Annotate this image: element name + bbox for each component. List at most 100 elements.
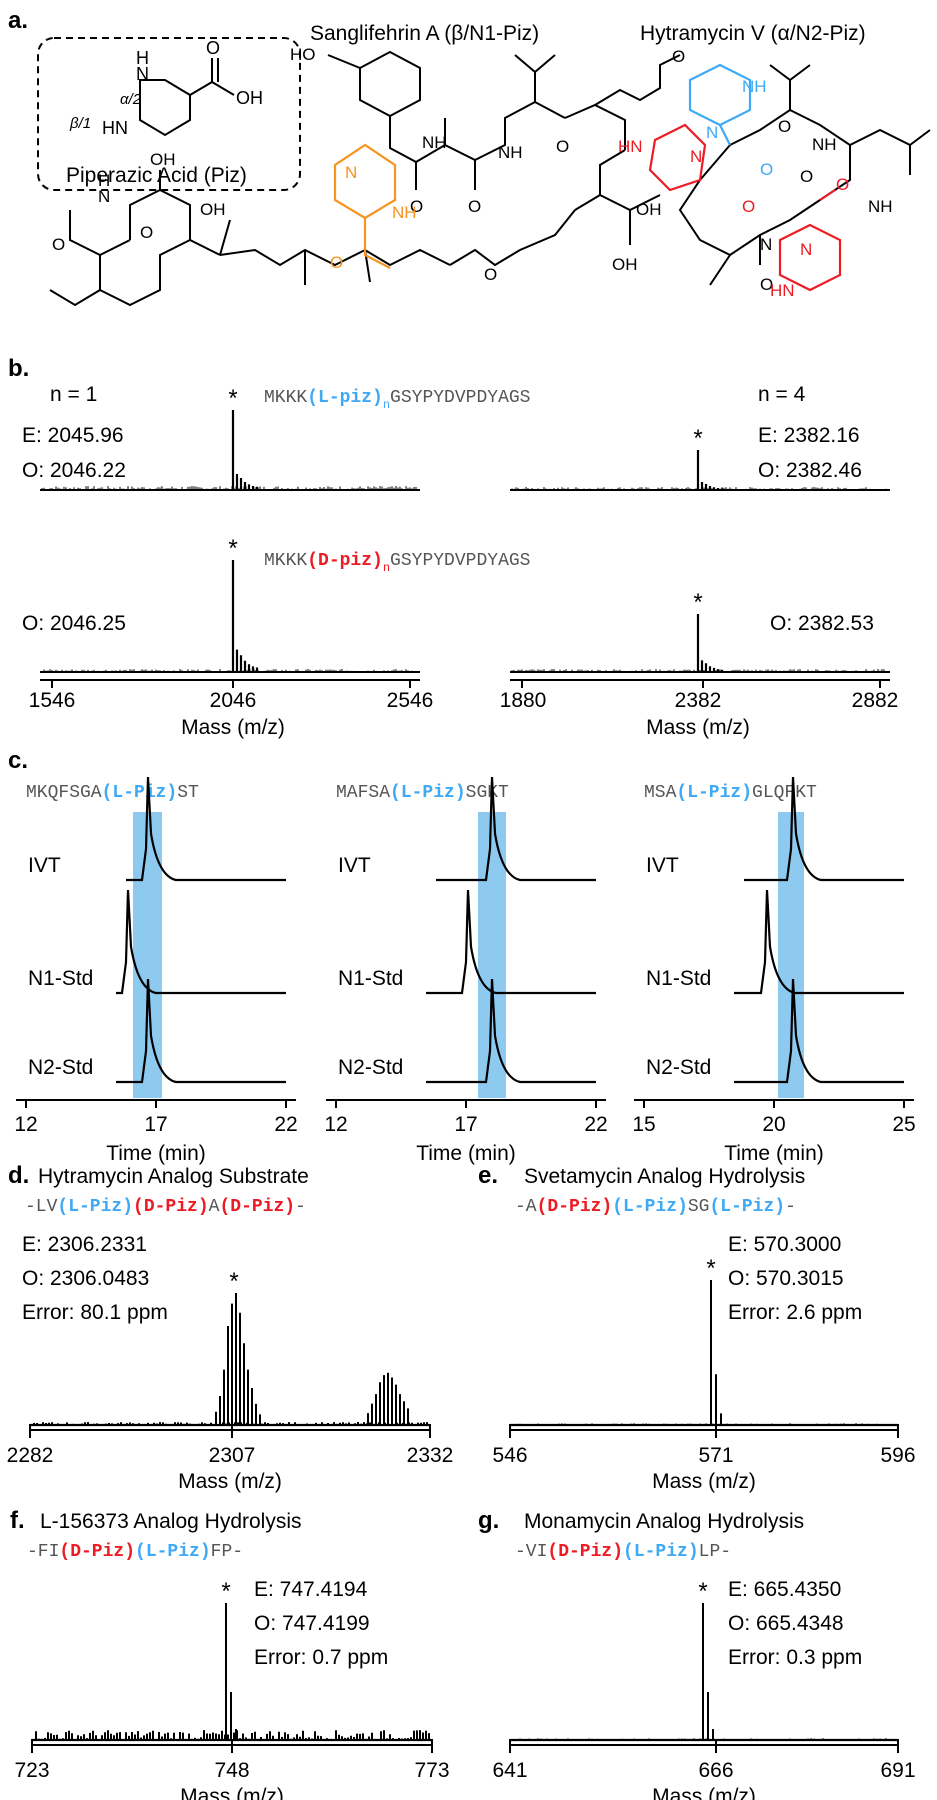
b-L-n1-trace-peak xyxy=(231,410,259,490)
hyt-red-hn2: HN xyxy=(770,281,795,300)
panel_d-xlabel: Mass (m/z) xyxy=(178,1470,282,1493)
c-xlabel-2: Time (min) xyxy=(416,1142,516,1165)
panel_e-star: * xyxy=(706,1255,715,1282)
c-seq-1: MKQFSGA(L-Piz)ST xyxy=(26,783,199,803)
panel_d-label: d. xyxy=(8,1162,29,1189)
panel-b: b. n = 1 n = 4 MKKK(L-piz)nGSYPYDVPDYAGS… xyxy=(8,355,898,739)
hyt-nh1: NH xyxy=(812,135,837,154)
b-seq-D: MKKK(D-piz)nGSYPYDVPDYAGS xyxy=(264,551,530,575)
b-right-tick-1: 2382 xyxy=(675,689,722,712)
panel_e-peaks xyxy=(516,1280,878,1425)
c-trace-label-n2-std: N2-Std xyxy=(338,1056,403,1079)
c-tick-3-0: 15 xyxy=(632,1113,655,1136)
panel_g-seq: -VI(D-Piz)(L-Piz)LP- xyxy=(515,1542,731,1562)
sang-n: N xyxy=(98,187,110,206)
panel_g-spectrum: * xyxy=(509,1578,899,1753)
b-D-n1-trace-peak xyxy=(231,560,259,672)
piz-caption: Piperazic Acid (Piz) xyxy=(66,164,247,187)
panel_d-tick-0: 2282 xyxy=(7,1444,54,1467)
panel-g: g. Monamycin Analog Hydrolysis -VI(D-Piz)(… xyxy=(478,1507,916,1800)
panel_f-tick-1: 748 xyxy=(214,1759,249,1782)
hyt-o3: O xyxy=(760,275,773,294)
c-trace-label-ivt: IVT xyxy=(646,854,679,877)
sang-o5: O xyxy=(484,265,497,284)
c-chromatograms: MKQFSGA(L-Piz)ST IVT N1-Std N2-Std 12 17 22 Tim… xyxy=(14,776,916,1165)
hyt-red-o2: O xyxy=(836,175,849,194)
panel-c: c. MKQFSGA(L-Piz)ST IVT N1-Std N2-Std 12 17 22… xyxy=(8,747,916,1165)
piz-structure xyxy=(139,58,235,137)
b-axis-0 xyxy=(40,679,420,688)
panel_g-E: E: 665.4350 xyxy=(728,1578,841,1601)
panel-c-label: c. xyxy=(8,747,28,774)
b-L-n1-trace: * xyxy=(40,385,420,491)
panel_d-tick-2: 2332 xyxy=(407,1444,454,1467)
hyt-o2: O xyxy=(800,167,813,186)
hyt-red-n1: N xyxy=(690,147,702,166)
panel_e-tick-0: 546 xyxy=(492,1444,527,1467)
sanglifehrin-piz-orange xyxy=(333,143,397,269)
b-n1-label: n = 1 xyxy=(50,383,97,406)
c-trace-3-3 xyxy=(734,978,904,1084)
panel_e-spectrum: * xyxy=(509,1255,899,1438)
c-trace-2-3 xyxy=(426,978,596,1084)
hytramycin-structure: Hytramycin V (α/N2-Piz) NH NH N xyxy=(618,22,931,300)
panel_g-xlabel: Mass (m/z) xyxy=(652,1785,756,1800)
c-seq-2: MAFSA(L-Piz)SGKT xyxy=(336,783,509,803)
panel_e-error: Error: 2.6 ppm xyxy=(728,1301,862,1324)
c-trace-label-ivt: IVT xyxy=(28,854,61,877)
c-tick-3-1: 20 xyxy=(762,1113,785,1136)
sang-nh2: NH xyxy=(498,143,523,162)
panel_d-E: E: 2306.2331 xyxy=(22,1233,147,1256)
piz-dashed-box xyxy=(37,37,301,191)
b-D-n1-O: O: 2046.25 xyxy=(22,612,126,635)
sang-o6: O xyxy=(140,223,153,242)
b-L-n4-E: E: 2382.16 xyxy=(758,424,860,447)
b-axis-1 xyxy=(510,679,890,688)
sang-oh2: OH xyxy=(612,255,638,274)
b-left-tick-2: 2546 xyxy=(387,689,434,712)
panel-d: d. Hytramycin Analog Substrate -LV(L-Piz)(… xyxy=(7,1162,454,1493)
b-seq-L: MKKK(L-piz)nGSYPYDVPDYAGS xyxy=(264,388,530,412)
c-tick-2-1: 17 xyxy=(454,1113,477,1136)
panel_g-peaks xyxy=(519,1603,890,1740)
sang-piz-o: O xyxy=(330,253,343,272)
b-L-n1-E: E: 2045.96 xyxy=(22,424,124,447)
panel_f-xlabel: Mass (m/z) xyxy=(180,1785,284,1800)
piz-n: N xyxy=(136,64,149,84)
b-left-tick-1: 2046 xyxy=(210,689,257,712)
b-right-tick-0: 1880 xyxy=(500,689,547,712)
sang-oh3: OH xyxy=(200,200,226,219)
panel_d-seq: -LV(L-Piz)(D-Piz)A(D-Piz)- xyxy=(25,1197,306,1217)
b-right-xlabel: Mass (m/z) xyxy=(646,716,750,739)
c-highlight-band-1 xyxy=(133,812,162,1098)
c-trace-1-3 xyxy=(116,978,286,1084)
c-xlabel-1: Time (min) xyxy=(106,1142,206,1165)
b-right-tick-2: 2882 xyxy=(852,689,899,712)
c-trace-2-1 xyxy=(436,776,596,882)
panel_f-error: Error: 0.7 ppm xyxy=(254,1646,388,1669)
hyt-blue-o: O xyxy=(760,160,773,179)
panel_f-E: E: 747.4194 xyxy=(254,1578,368,1601)
panel_e-E: E: 570.3000 xyxy=(728,1233,841,1256)
panel_g-tick-1: 666 xyxy=(698,1759,733,1782)
sang-o2: O xyxy=(468,197,481,216)
b-left-tick-0: 1546 xyxy=(29,689,76,712)
panel_e-tick-1: 571 xyxy=(698,1444,733,1467)
sanglifehrin-bonds xyxy=(49,50,681,307)
b-spectra: * * * * xyxy=(40,385,890,688)
c-trace-1-2 xyxy=(116,889,286,995)
sanglifehrin-structure: Sanglifehrin A (β/N1-Piz) xyxy=(49,22,685,307)
hyt-n: N xyxy=(760,235,772,254)
panel_d-star: * xyxy=(229,1268,238,1295)
c-highlight-band-2 xyxy=(478,812,506,1098)
c-tick-3-2: 25 xyxy=(892,1113,915,1136)
panel_g-star: * xyxy=(698,1578,707,1605)
panel_g-title: Monamycin Analog Hydrolysis xyxy=(524,1510,804,1533)
panel_f-spectrum: * xyxy=(31,1578,433,1753)
panel_d-spectrum: * xyxy=(29,1268,431,1438)
panel-a: a. α/2 β/1 HN N H O OH Piperazic Acid (P… xyxy=(8,7,931,307)
panel_e-xlabel: Mass (m/z) xyxy=(652,1470,756,1493)
hyt-red-n2: N xyxy=(800,240,812,259)
b-left-xlabel: Mass (m/z) xyxy=(181,716,285,739)
